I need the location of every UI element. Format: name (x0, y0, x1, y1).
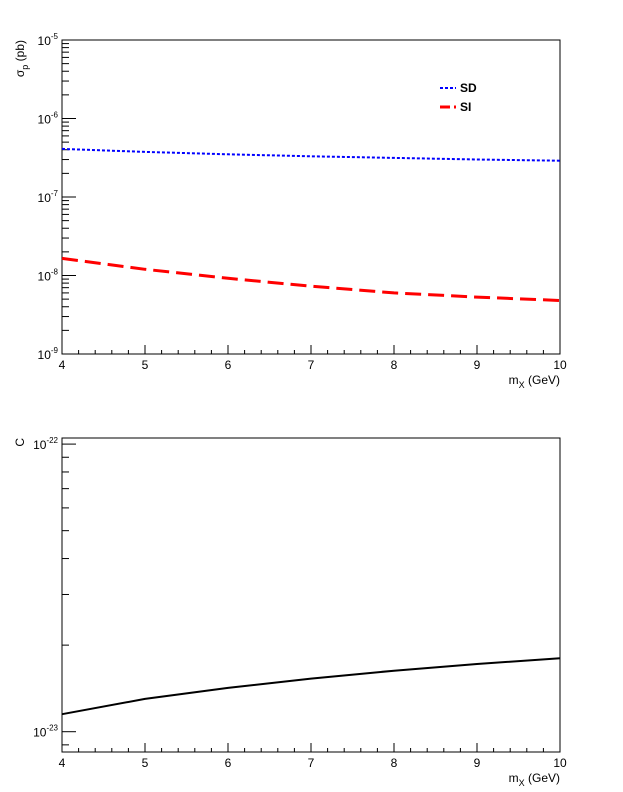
x-tick-label: 9 (474, 756, 481, 770)
x-tick-label: 5 (142, 358, 149, 372)
legend-label-si: SI (460, 100, 471, 114)
y-tick-label: 10-8 (38, 268, 59, 284)
x-tick-label: 5 (142, 756, 149, 770)
y-tick-label: 10-9 (38, 346, 59, 362)
x-tick-label: 8 (391, 358, 398, 372)
legend-label-sd: SD (460, 81, 477, 95)
x-tick-label: 4 (59, 756, 66, 770)
x-tick-label: 7 (308, 756, 315, 770)
plot-frame (61, 39, 561, 355)
y-tick-label: 10-7 (38, 189, 59, 205)
series-line (61, 657, 561, 716)
x-tick-label: 4 (59, 358, 66, 372)
x-axis-title: mX (GeV) (509, 771, 560, 788)
x-tick-label: 8 (391, 756, 398, 770)
legend: SD SI (440, 81, 477, 114)
y-axis-title: C (13, 438, 27, 447)
x-tick-label: 10 (553, 358, 567, 372)
x-tick-label: 10 (553, 756, 567, 770)
y-tick-label: 10-23 (33, 724, 58, 740)
y-axis-title: σp (pb) (13, 40, 30, 77)
y-tick-label: 10-6 (38, 111, 59, 127)
x-axis-title: mX (GeV) (509, 373, 560, 390)
y-tick-label: 10-5 (38, 32, 59, 48)
x-tick-label: 9 (474, 358, 481, 372)
x-tick-label: 7 (308, 358, 315, 372)
c-parameter-chart: 4 5 6 7 8 9 10 10-23 10-22 mX (GeV) C (13, 436, 567, 788)
x-tick-label: 6 (225, 358, 232, 372)
cross-section-chart: 4 5 6 7 8 9 10 10-9 10-8 10-7 10-6 10-5 mX (GeV) σp (… (13, 32, 567, 390)
y-tick-label: 10-22 (33, 436, 58, 452)
x-tick-label: 6 (225, 756, 232, 770)
plot-frame (61, 437, 561, 753)
series-sd-line (61, 147, 561, 162)
series-si-line (61, 256, 561, 302)
